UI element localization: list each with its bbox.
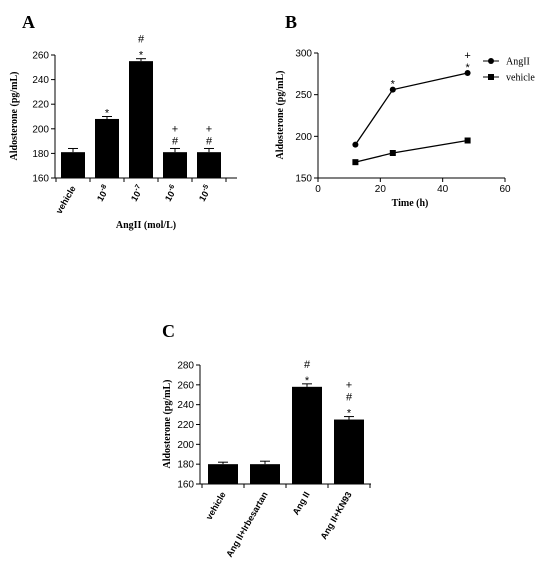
y-tick-label: 160 — [177, 480, 194, 491]
y-tick-label: 250 — [295, 90, 312, 101]
y-tick-label: 200 — [32, 124, 49, 135]
x-tick-label: 40 — [437, 184, 449, 195]
category-exponent: -5 — [201, 183, 210, 192]
significance-mark: + — [206, 123, 212, 135]
category-label: vehicle — [204, 490, 228, 521]
category-label: Ang II+KN93 — [318, 490, 353, 541]
y-tick-label: 180 — [177, 460, 194, 471]
series-line-angii — [354, 72, 468, 146]
category-label: 10-7 — [128, 183, 146, 203]
significance-mark: * — [139, 50, 144, 62]
significance-mark: * — [305, 375, 310, 387]
significance-mark: # — [172, 135, 179, 147]
bar — [129, 61, 153, 178]
legend-label: vehicle — [506, 73, 535, 84]
significance-mark: + — [346, 380, 352, 392]
significance-mark: * — [391, 79, 396, 91]
x-axis-title-b: Time (h) — [392, 198, 429, 209]
category-label: 10-5 — [196, 183, 214, 203]
legend-label: AngII — [506, 57, 530, 68]
data-point-vehicle — [389, 150, 396, 156]
y-tick-label: 200 — [295, 132, 312, 143]
bar — [208, 464, 238, 484]
series-line-vehicle — [355, 139, 468, 163]
bar — [292, 386, 322, 484]
significance-mark: + — [172, 123, 178, 135]
bar — [334, 419, 364, 484]
y-axis-title-a: Aldosterone (pg/mL) — [9, 72, 20, 161]
y-tick-label: 220 — [177, 420, 194, 431]
category-exponent: -7 — [133, 183, 142, 192]
x-tick-label: 20 — [375, 184, 387, 195]
y-tick-label: 150 — [295, 174, 312, 185]
data-point-angii — [464, 70, 471, 76]
y-tick-label: 260 — [32, 51, 49, 62]
y-tick-label: 160 — [32, 174, 49, 185]
category-label: Ang II — [291, 490, 312, 517]
data-point-angii — [352, 141, 359, 148]
y-tick-label: 200 — [177, 440, 194, 451]
category-exponent: -8 — [99, 183, 108, 192]
data-point-angii — [389, 86, 396, 93]
panel-label-a: A — [22, 12, 35, 32]
category-label: Ang II+Irbesartan — [224, 490, 270, 559]
y-axis-title-c: Aldosterone (pg/mL) — [162, 380, 173, 469]
y-tick-label: 240 — [177, 400, 194, 411]
panel-label-b: B — [285, 12, 297, 32]
bar — [163, 152, 187, 178]
data-point-vehicle — [464, 137, 471, 144]
bar — [250, 464, 280, 484]
chart-a: 160180200220240260vehicle*10-8*#10-7#+10… — [9, 34, 237, 231]
significance-mark: # — [138, 34, 145, 46]
y-tick-label: 240 — [32, 75, 49, 86]
y-tick-label: 180 — [32, 149, 49, 160]
y-tick-label: 260 — [177, 380, 194, 391]
legend-marker — [488, 58, 494, 64]
significance-mark: * — [347, 408, 352, 420]
significance-mark: * — [105, 108, 110, 120]
bar — [95, 118, 119, 178]
panel-label-c: C — [162, 321, 175, 341]
category-label: 10-6 — [162, 183, 180, 203]
significance-mark: # — [206, 135, 213, 147]
x-axis-title-a: AngII (mol/L) — [116, 220, 176, 231]
y-tick-label: 300 — [295, 49, 312, 60]
significance-mark: # — [346, 392, 353, 404]
bar — [61, 152, 85, 178]
data-point-vehicle — [352, 159, 359, 166]
y-tick-label: 220 — [32, 100, 49, 111]
y-tick-label: 280 — [177, 361, 194, 372]
bar — [197, 152, 221, 178]
y-axis-title-b: Aldosterone (pg/mL) — [275, 71, 286, 160]
x-tick-label: 0 — [315, 184, 321, 195]
significance-mark: * — [465, 62, 470, 74]
category-exponent: -6 — [167, 183, 176, 192]
significance-mark: + — [464, 50, 470, 62]
significance-mark: # — [304, 359, 311, 371]
category-label: 10-8 — [94, 183, 112, 203]
category-label: vehicle — [54, 184, 78, 215]
x-tick-label: 60 — [499, 184, 511, 195]
legend-marker — [488, 74, 494, 80]
